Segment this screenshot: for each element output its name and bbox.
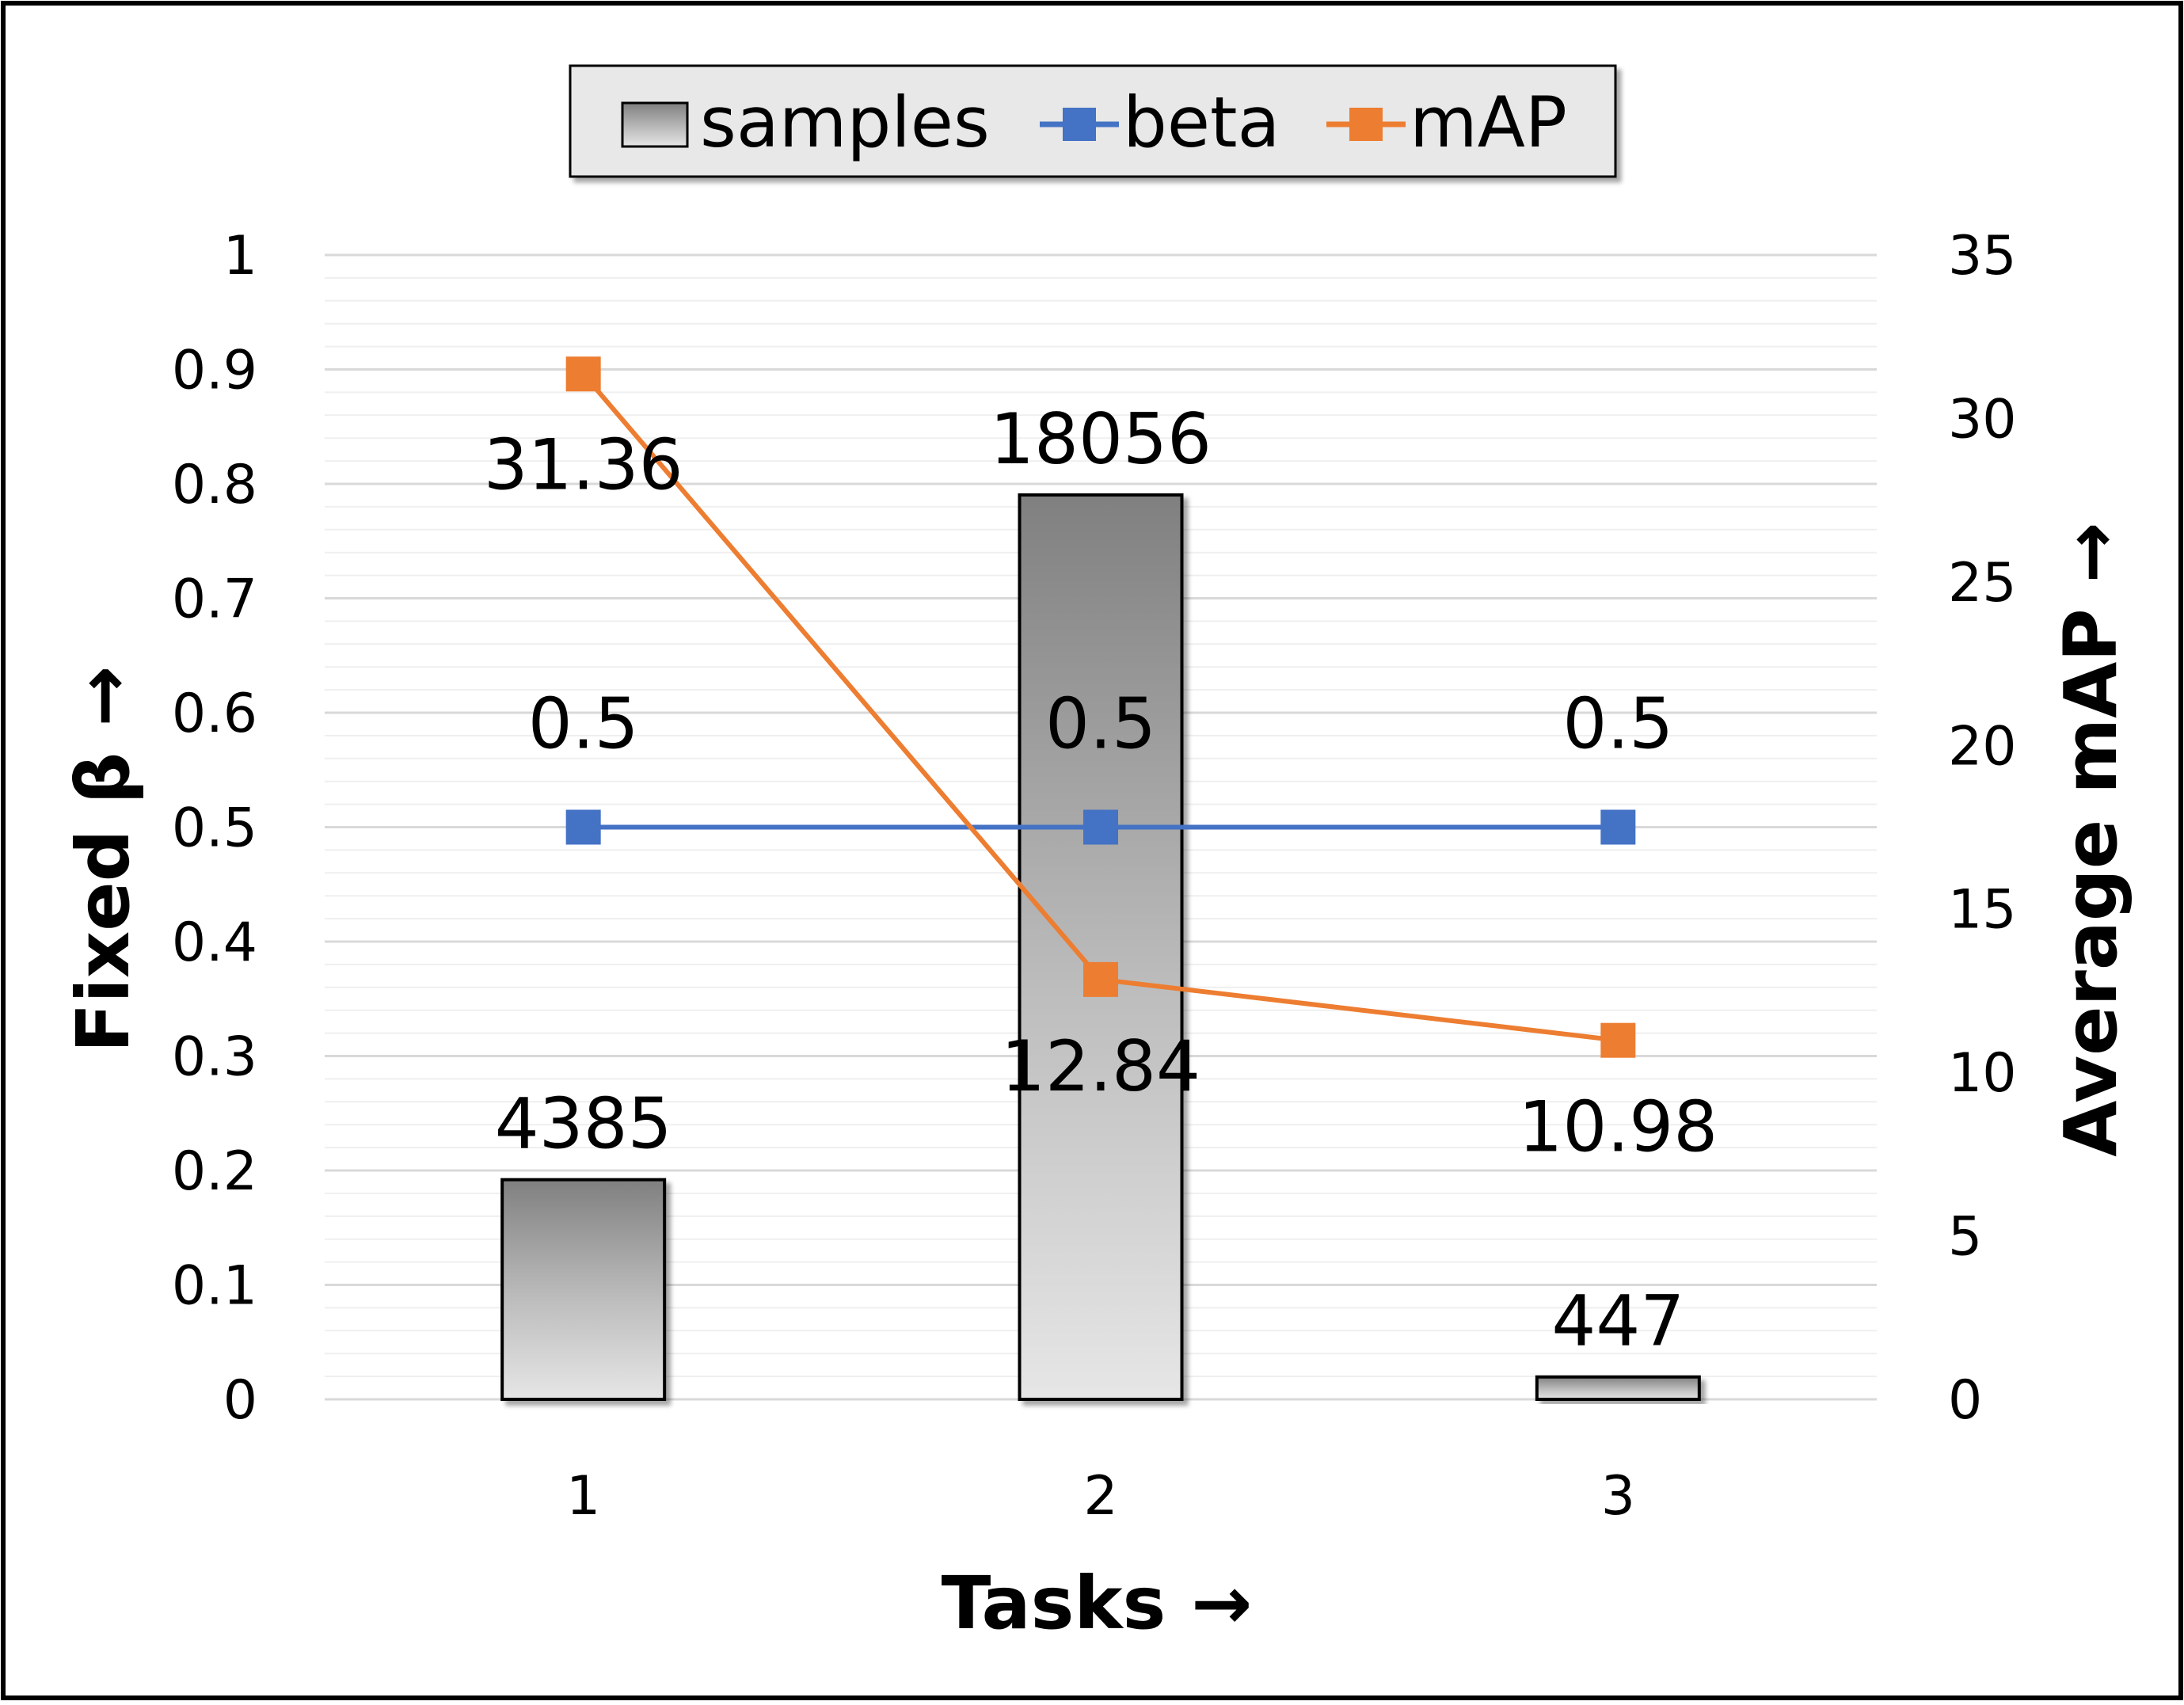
left-axis-ticks: 0 0.1 0.2 0.3 0.4 0.5 0.6 0.7 0.8 0.9 1 <box>172 225 257 1432</box>
y-tick-label: 0.2 <box>172 1140 257 1203</box>
data-label-beta: 0.5 <box>1562 683 1673 765</box>
line-series <box>565 356 1636 1058</box>
data-label-samples: 447 <box>1551 1281 1684 1362</box>
data-label-map: 12.84 <box>1001 1026 1200 1107</box>
x-tick-label: 3 <box>1601 1465 1635 1528</box>
y-tick-label: 0.3 <box>172 1026 257 1089</box>
marker-beta <box>1083 809 1118 845</box>
bar-samples-2 <box>1018 493 1184 1401</box>
data-label-samples: 18056 <box>990 398 1212 480</box>
marker-map <box>565 356 601 392</box>
marker-beta <box>565 809 601 845</box>
x-axis-ticks: 1 2 3 <box>566 1465 1635 1528</box>
marker-map <box>1083 961 1118 997</box>
data-label-map: 31.36 <box>484 424 683 505</box>
y-tick-label: 1 <box>223 225 257 287</box>
data-label-map: 10.98 <box>1518 1087 1718 1168</box>
legend-label-samples: samples <box>700 82 990 163</box>
data-labels: 4385 18056 447 0.5 0.5 0.5 31.36 12.84 10.98 <box>484 398 1718 1362</box>
legend-label-beta: beta <box>1123 82 1280 163</box>
data-label-samples: 4385 <box>495 1083 672 1165</box>
y2-tick-label: 25 <box>1948 552 2017 615</box>
y2-axis-title: Average mAP → <box>2049 522 2133 1157</box>
x-axis-title: Tasks → <box>942 1561 1253 1646</box>
marker-beta <box>1600 809 1636 845</box>
y-tick-label: 0.4 <box>172 911 257 974</box>
x-tick-label: 2 <box>1083 1465 1117 1528</box>
right-axis-ticks: 0 5 10 15 20 25 30 35 <box>1948 225 2017 1432</box>
legend-box <box>569 64 1617 178</box>
legend: samples beta mAP <box>569 64 1617 178</box>
data-label-beta: 0.5 <box>1045 683 1156 765</box>
y2-tick-label: 20 <box>1948 715 2017 778</box>
legend-marker-map <box>1349 108 1383 141</box>
y-tick-label: 0 <box>223 1369 257 1432</box>
y2-tick-label: 10 <box>1948 1042 2017 1105</box>
bar-samples-1 <box>500 1178 667 1401</box>
y-tick-label: 0.9 <box>172 340 257 402</box>
data-label-beta: 0.5 <box>528 683 639 765</box>
legend-label-map: mAP <box>1410 82 1567 163</box>
legend-swatch-samples <box>621 101 689 148</box>
y-tick-label: 0.5 <box>172 797 257 860</box>
y-tick-label: 0.8 <box>172 454 257 516</box>
y-tick-label: 0.7 <box>172 569 257 631</box>
y2-tick-label: 30 <box>1948 388 2017 451</box>
y2-tick-label: 35 <box>1948 225 2017 287</box>
y2-tick-label: 5 <box>1948 1206 1982 1269</box>
marker-map <box>1600 1022 1636 1058</box>
y-tick-label: 0.1 <box>172 1255 257 1318</box>
bar-series <box>500 493 1701 1401</box>
legend-marker-beta <box>1063 108 1096 141</box>
y-tick-label: 0.6 <box>172 683 257 745</box>
y-axis-title: Fixed β → <box>61 666 146 1053</box>
x-tick-label: 1 <box>566 1465 600 1528</box>
y2-tick-label: 0 <box>1948 1369 1982 1432</box>
y2-tick-label: 15 <box>1948 879 2017 942</box>
bar-samples-3 <box>1535 1375 1701 1401</box>
